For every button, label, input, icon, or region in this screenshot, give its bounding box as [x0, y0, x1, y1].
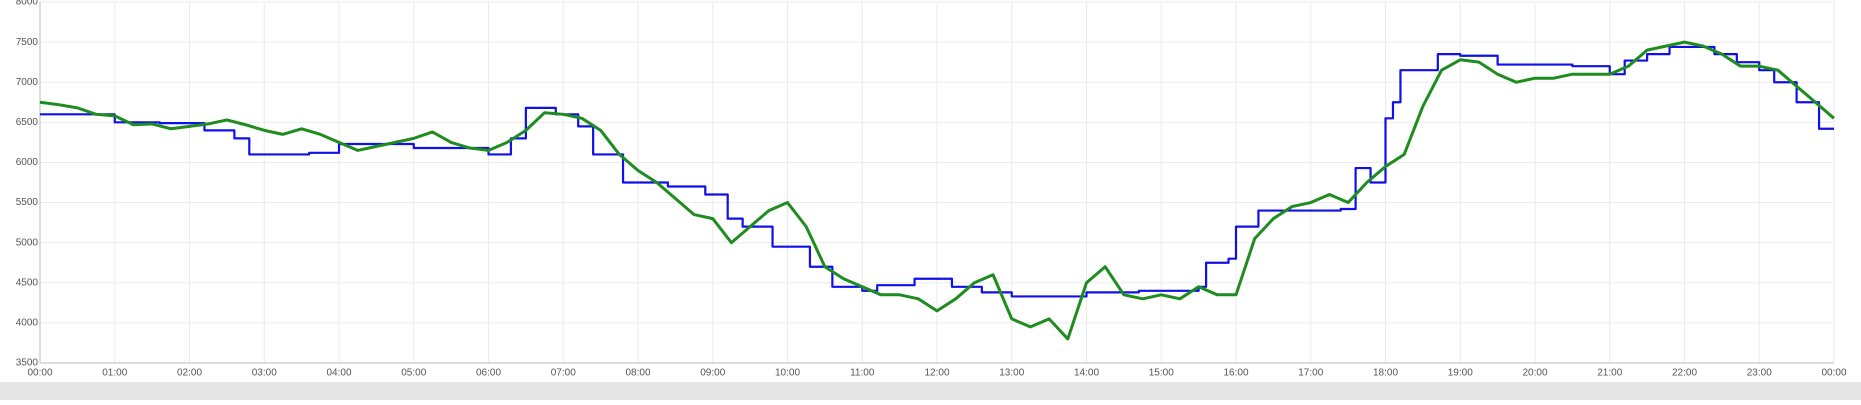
x-tick-label: 10:00 [775, 368, 800, 379]
x-tick-label: 07:00 [551, 368, 576, 379]
y-tick-label: 8000 [16, 0, 39, 8]
y-tick-label: 6000 [16, 157, 39, 168]
x-tick-label: 20:00 [1522, 368, 1547, 379]
x-tick-label: 19:00 [1448, 368, 1473, 379]
x-tick-label: 02:00 [177, 368, 202, 379]
x-tick-label: 00:00 [1821, 368, 1846, 379]
bottom-bar [0, 382, 1861, 400]
x-tick-label: 17:00 [1298, 368, 1323, 379]
x-tick-label: 18:00 [1373, 368, 1398, 379]
y-tick-label: 5500 [16, 197, 39, 208]
x-tick-label: 09:00 [700, 368, 725, 379]
x-tick-label: 23:00 [1747, 368, 1772, 379]
y-tick-label: 7500 [16, 37, 39, 48]
series-line [40, 45, 1834, 298]
y-tick-label: 5000 [16, 237, 39, 248]
x-tick-label: 08:00 [625, 368, 650, 379]
y-tick-label: 7000 [16, 77, 39, 88]
x-tick-label: 12:00 [924, 368, 949, 379]
y-tick-label: 4500 [16, 277, 39, 288]
x-tick-label: 14:00 [1074, 368, 1099, 379]
x-tick-label: 15:00 [1149, 368, 1174, 379]
x-tick-label: 03:00 [252, 368, 277, 379]
x-tick-label: 01:00 [102, 368, 127, 379]
y-tick-label: 4000 [16, 318, 39, 329]
x-tick-label: 16:00 [1223, 368, 1248, 379]
x-tick-label: 04:00 [326, 368, 351, 379]
x-tick-label: 22:00 [1672, 368, 1697, 379]
series-line [39, 40, 1835, 341]
y-tick-label: 3500 [16, 358, 39, 369]
x-tick-label: 11:00 [850, 368, 875, 379]
x-tick-label: 05:00 [401, 368, 426, 379]
x-tick-label: 13:00 [999, 368, 1024, 379]
x-tick-label: 21:00 [1597, 368, 1622, 379]
y-tick-label: 6500 [16, 117, 39, 128]
x-tick-label: 06:00 [476, 368, 501, 379]
x-tick-label: 00:00 [27, 368, 52, 379]
